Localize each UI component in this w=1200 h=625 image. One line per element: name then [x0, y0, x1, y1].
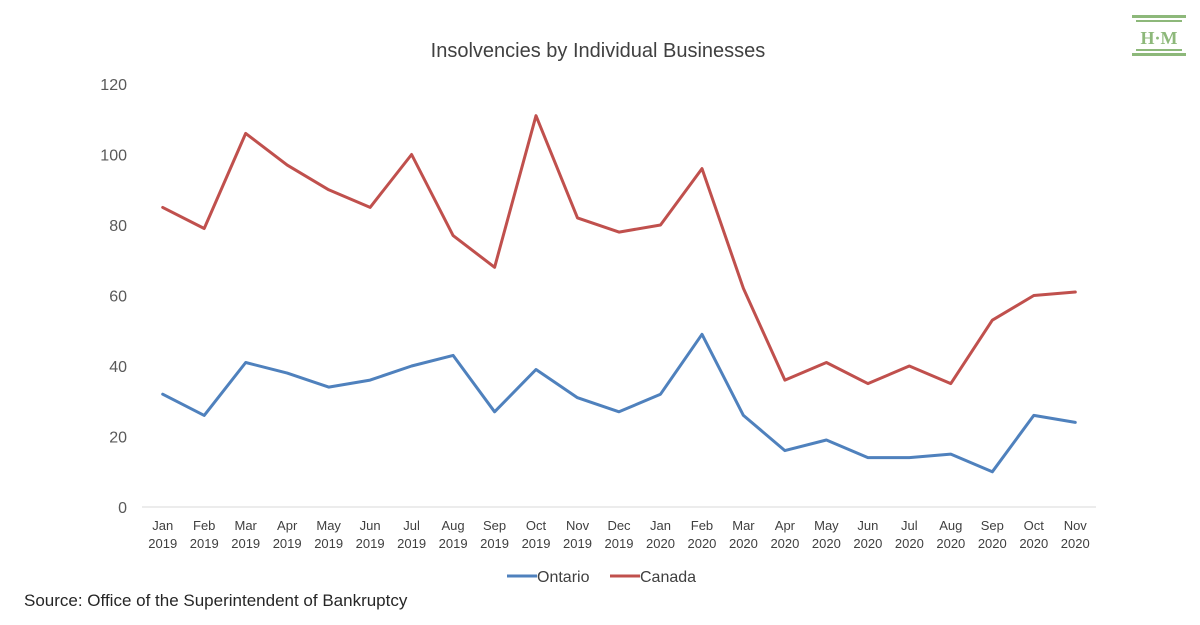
y-tick-label: 0: [118, 500, 127, 517]
y-tick-label: 120: [100, 77, 127, 94]
x-tick-label: Feb 2020: [687, 518, 716, 551]
x-tick-label: Dec 2019: [605, 518, 634, 551]
x-tick-label: Aug 2019: [439, 518, 468, 551]
logo-text: H·M: [1141, 28, 1178, 48]
y-tick-label: 40: [109, 359, 127, 376]
series-lines: [161, 114, 1077, 474]
y-axis-ticks: 0 20 40 60 80 100 120: [100, 77, 127, 517]
y-tick-label: 80: [109, 218, 127, 235]
x-tick-label: Apr 2019: [273, 518, 302, 551]
x-tick-label: Sep 2020: [978, 518, 1007, 551]
x-tick-label: Mar 2020: [729, 518, 758, 551]
x-tick-label: May 2019: [314, 518, 343, 551]
y-tick-label: 100: [100, 148, 127, 165]
x-tick-label: Nov 2020: [1061, 518, 1090, 551]
source-note: Source: Office of the Superintendent of …: [24, 591, 408, 610]
x-tick-label: Jan 2019: [148, 518, 177, 551]
x-tick-label: May 2020: [812, 518, 841, 551]
x-tick-label: Jun 2019: [356, 518, 385, 551]
x-axis-ticks: Jan 2019 Feb 2019 Mar 2019 Apr 2019 May 2019 Jun 20…: [148, 518, 1089, 551]
y-tick-label: 60: [109, 289, 127, 306]
x-tick-label: Jul 2019: [397, 518, 426, 551]
x-tick-label: Jul 2020: [895, 518, 924, 551]
y-tick-label: 20: [109, 430, 127, 447]
x-tick-label: Nov 2019: [563, 518, 592, 551]
x-tick-label: Jun 2020: [853, 518, 882, 551]
hm-logo: H·M: [1132, 15, 1186, 56]
x-tick-label: Oct 2020: [1019, 518, 1048, 551]
series-line-canada: [161, 114, 1077, 386]
x-tick-label: Feb 2019: [190, 518, 219, 551]
series-line-ontario: [161, 332, 1077, 474]
x-tick-label: Apr 2020: [770, 518, 799, 551]
legend-label-ontario: Ontario: [537, 569, 590, 586]
legend: Ontario Canada: [507, 569, 696, 586]
chart-title: Insolvencies by Individual Businesses: [431, 40, 766, 62]
legend-label-canada: Canada: [640, 569, 696, 586]
x-tick-label: Sep 2019: [480, 518, 509, 551]
x-tick-label: Aug 2020: [936, 518, 965, 551]
x-tick-label: Mar 2019: [231, 518, 260, 551]
x-tick-label: Jan 2020: [646, 518, 675, 551]
x-tick-label: Oct 2019: [522, 518, 551, 551]
